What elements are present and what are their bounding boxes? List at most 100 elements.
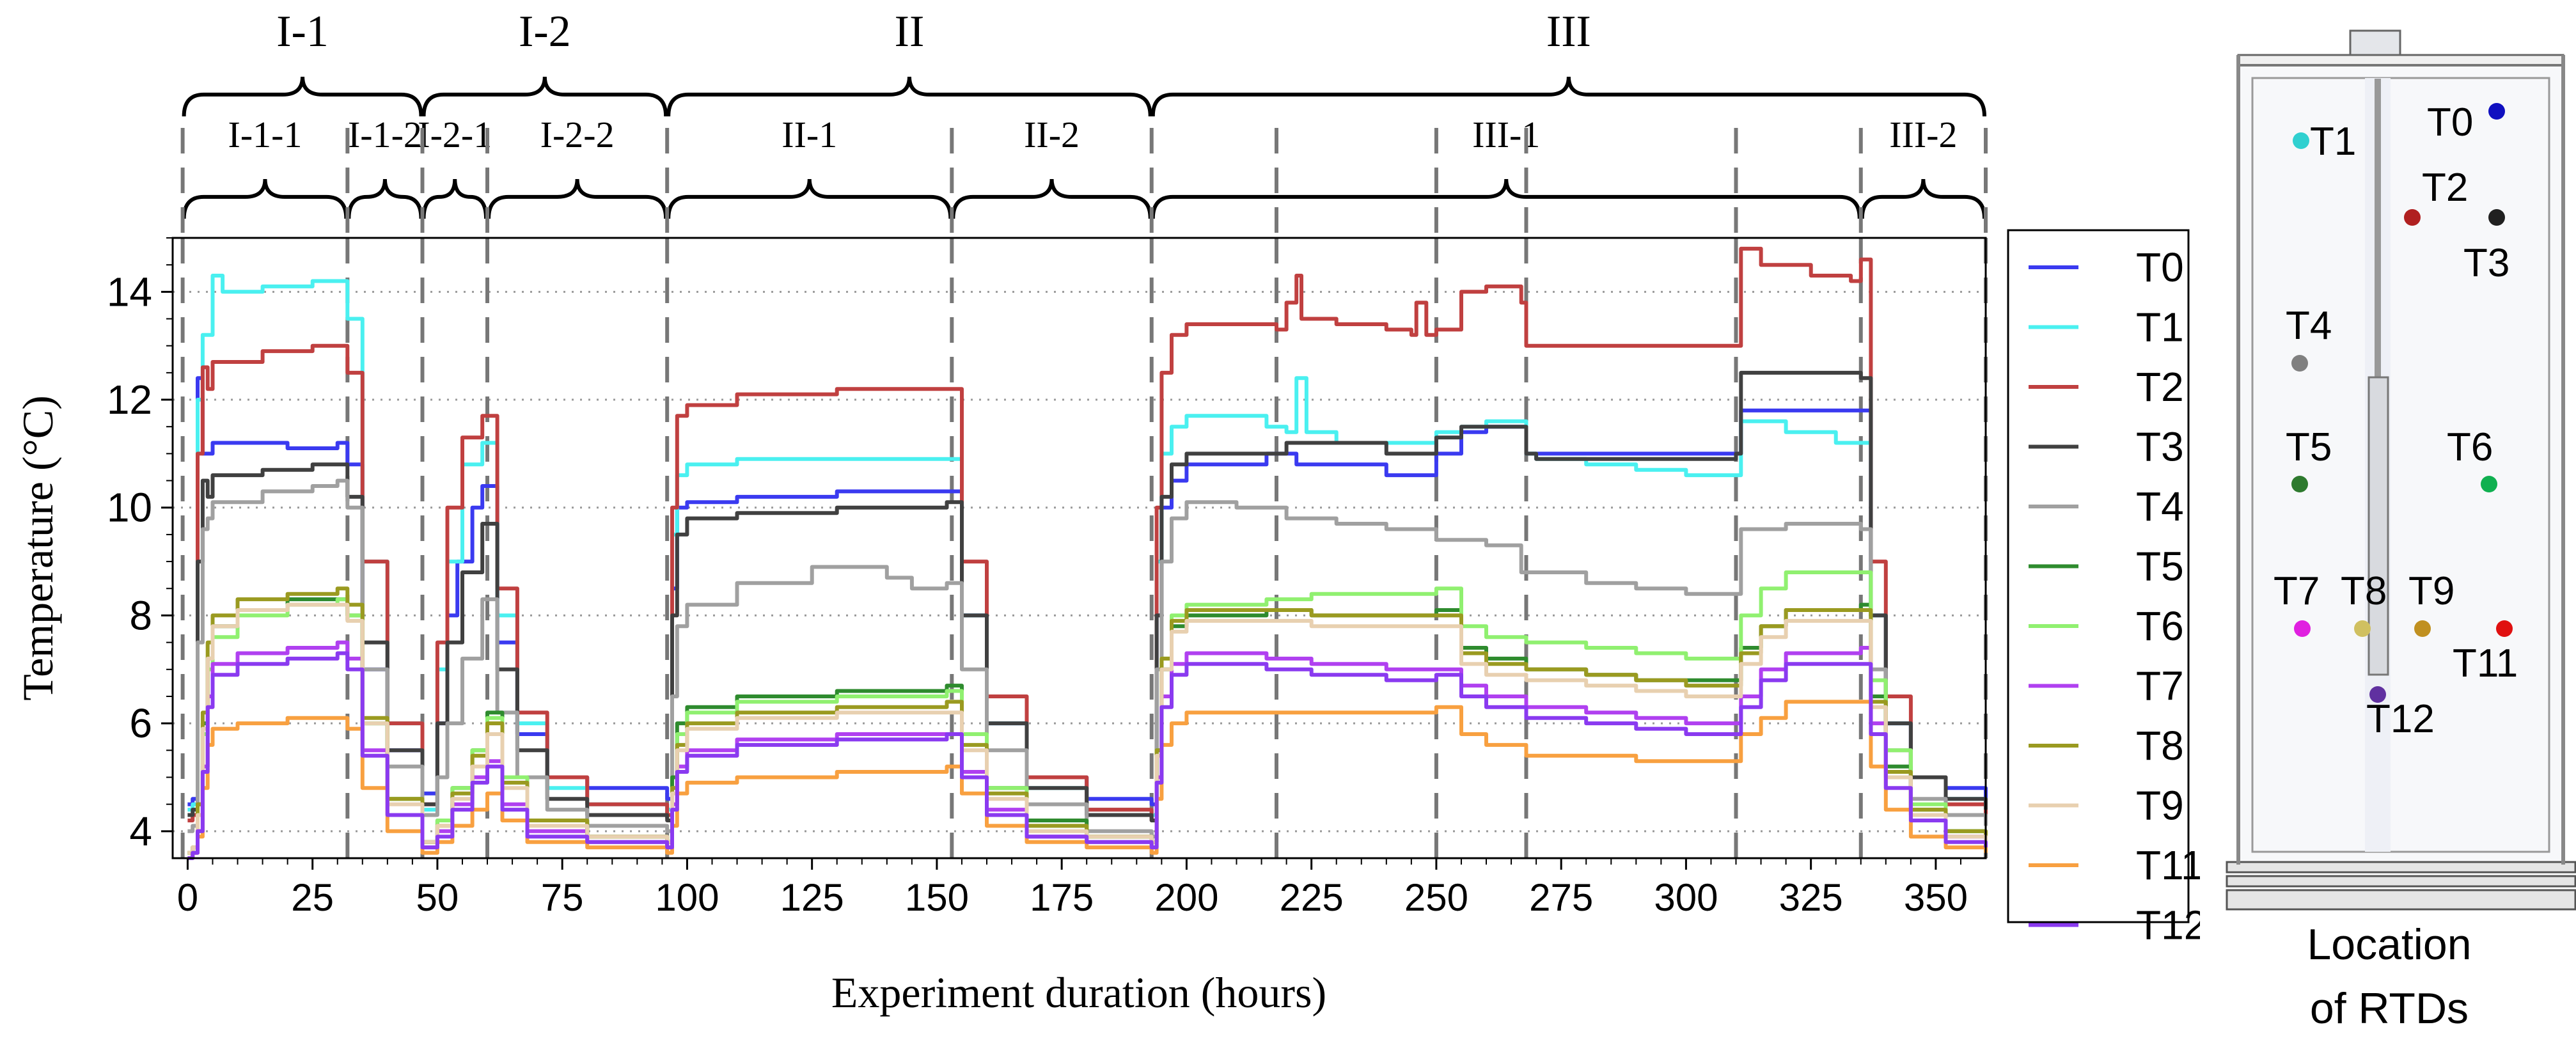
mid-phase-brace-7	[1860, 178, 1986, 219]
mid-phase-label-4: II-1	[781, 114, 837, 155]
legend-label-T5: T5	[2136, 544, 2184, 590]
x-tick-label-125: 125	[780, 876, 844, 919]
sensor-label-T5: T5	[2286, 425, 2332, 469]
sensor-dot-T8	[2354, 620, 2371, 637]
sensor-label-T7: T7	[2274, 569, 2320, 613]
mid-phase-label-6: III-1	[1472, 114, 1540, 155]
x-tick-label-75: 75	[541, 876, 584, 919]
y-tick-label-14: 14	[107, 269, 152, 315]
top-phase-label-2: II	[895, 7, 925, 56]
mid-phase-brace-0	[182, 178, 349, 219]
sensor-dot-T1	[2293, 132, 2309, 149]
sensor-dot-T9	[2414, 620, 2431, 637]
mid-phase-label-5: II-2	[1024, 114, 1080, 155]
x-tick-label-325: 325	[1779, 876, 1843, 919]
legend-label-T7: T7	[2136, 663, 2184, 709]
x-tick-label-250: 250	[1404, 876, 1468, 919]
legend-label-T6: T6	[2136, 603, 2184, 649]
legend-label-T9: T9	[2136, 783, 2184, 829]
sensor-dot-T11	[2496, 620, 2513, 637]
x-tick-label-350: 350	[1904, 876, 1968, 919]
base-plate-1	[2226, 861, 2576, 874]
mid-phase-brace-3	[487, 178, 668, 219]
y-tick-label-4: 4	[129, 808, 152, 854]
top-phase-brace-0	[182, 76, 423, 117]
legend-label-T12: T12	[2136, 902, 2200, 948]
sensor-label-T6: T6	[2447, 425, 2493, 469]
sensor-dot-T5	[2291, 476, 2308, 492]
mid-phase-label-2: I-2-1	[418, 114, 492, 155]
x-axis-label: Experiment duration (hours)	[831, 968, 1326, 1017]
legend-label-T4: T4	[2136, 483, 2184, 529]
sensor-label-T9: T9	[2408, 569, 2454, 613]
x-tick-label-0: 0	[177, 876, 198, 919]
x-tick-label-300: 300	[1654, 876, 1718, 919]
mid-phase-label-1: I-1-2	[348, 114, 422, 155]
sensor-dot-T3	[2488, 209, 2505, 226]
x-tick-label-150: 150	[905, 876, 969, 919]
sensor-label-T1: T1	[2310, 120, 2356, 164]
axis-ticks: 0 25 50 75 100 125 150 175 200 225 250 275 300 325 350…	[107, 237, 1968, 919]
x-tick-label-275: 275	[1529, 876, 1593, 919]
mid-phase-brace-2	[421, 178, 489, 219]
sensor-dot-T7	[2294, 620, 2311, 637]
base-plate-3	[2226, 889, 2576, 911]
phase-boundary-lines	[180, 238, 1988, 858]
series-line-T0	[187, 376, 1988, 806]
x-tick-label-225: 225	[1280, 876, 1344, 919]
base-plate-2	[2226, 875, 2576, 888]
top-phase-label-0: I-1	[276, 7, 329, 56]
sensor-label-T0: T0	[2427, 100, 2473, 145]
mid-phase-label-0: I-1-1	[228, 114, 302, 155]
series-line-T4	[187, 478, 1988, 839]
mid-phase-brace-5	[951, 178, 1152, 219]
legend-label-T1: T1	[2136, 304, 2184, 350]
series-lines	[187, 246, 1988, 860]
top-phase-label-3: III	[1546, 7, 1591, 56]
sensor-label-T3: T3	[2463, 241, 2509, 285]
heater-tube	[2368, 376, 2389, 676]
mid-phase-brace-4	[666, 178, 953, 219]
y-axis-label: Temperature (°C)	[13, 395, 62, 700]
series-line-T11	[187, 700, 1988, 860]
sensor-markers: T0 T1 T2 T3 T4 T5 T6 T7 T8 T9 T11 T12	[2274, 100, 2518, 741]
x-tick-label-100: 100	[655, 876, 719, 919]
legend-label-T8: T8	[2136, 723, 2184, 769]
sensor-dot-T12	[2369, 686, 2386, 703]
vessel-drawing	[2226, 29, 2576, 911]
sensor-label-T12: T12	[2366, 697, 2435, 741]
mid-phase-brace-6	[1151, 178, 1862, 219]
sensor-label-T4: T4	[2286, 304, 2332, 348]
y-tick-label-12: 12	[107, 377, 152, 423]
sensor-dot-T2	[2404, 209, 2421, 226]
x-tick-label-50: 50	[416, 876, 459, 919]
mid-phase-brace-1	[347, 178, 423, 219]
top-phase-brace-2	[666, 76, 1152, 117]
x-tick-label-175: 175	[1030, 876, 1094, 919]
diagram-caption-line1: Location	[2307, 920, 2471, 969]
legend-label-T0: T0	[2136, 244, 2184, 290]
vessel-body-inner	[2251, 77, 2550, 853]
x-tick-label-200: 200	[1154, 876, 1218, 919]
rtd-location-diagram: T0 T1 T2 T3 T4 T5 T6 T7 T8 T9 T11 T12 Location of R…	[2226, 29, 2576, 1033]
legend-label-T3: T3	[2136, 424, 2184, 470]
y-tick-label-8: 8	[129, 592, 152, 638]
mid-phase-label-3: I-2-2	[540, 114, 615, 155]
sensor-dot-T0	[2488, 103, 2505, 120]
sensor-label-T11: T11	[2453, 641, 2518, 686]
mid-phase-label-7: III-2	[1889, 114, 1957, 155]
sensor-dot-T4	[2291, 355, 2308, 372]
top-phase-label-1: I-2	[519, 7, 571, 56]
sensor-dot-T6	[2481, 476, 2497, 492]
grid-lines	[173, 290, 1986, 833]
series-line-T8	[187, 586, 1988, 855]
sensor-label-T8: T8	[2341, 569, 2387, 613]
legend-label-T11: T11	[2136, 842, 2200, 888]
legend: T0 T1 T2 T3 T4 T5 T6 T7 T8 T9 T11 T12	[2029, 244, 2200, 948]
vessel-body-outer	[2237, 64, 2564, 866]
y-tick-label-6: 6	[129, 700, 152, 746]
top-phase-brace-3	[1151, 76, 1986, 117]
top-phase-brace-1	[421, 76, 668, 117]
